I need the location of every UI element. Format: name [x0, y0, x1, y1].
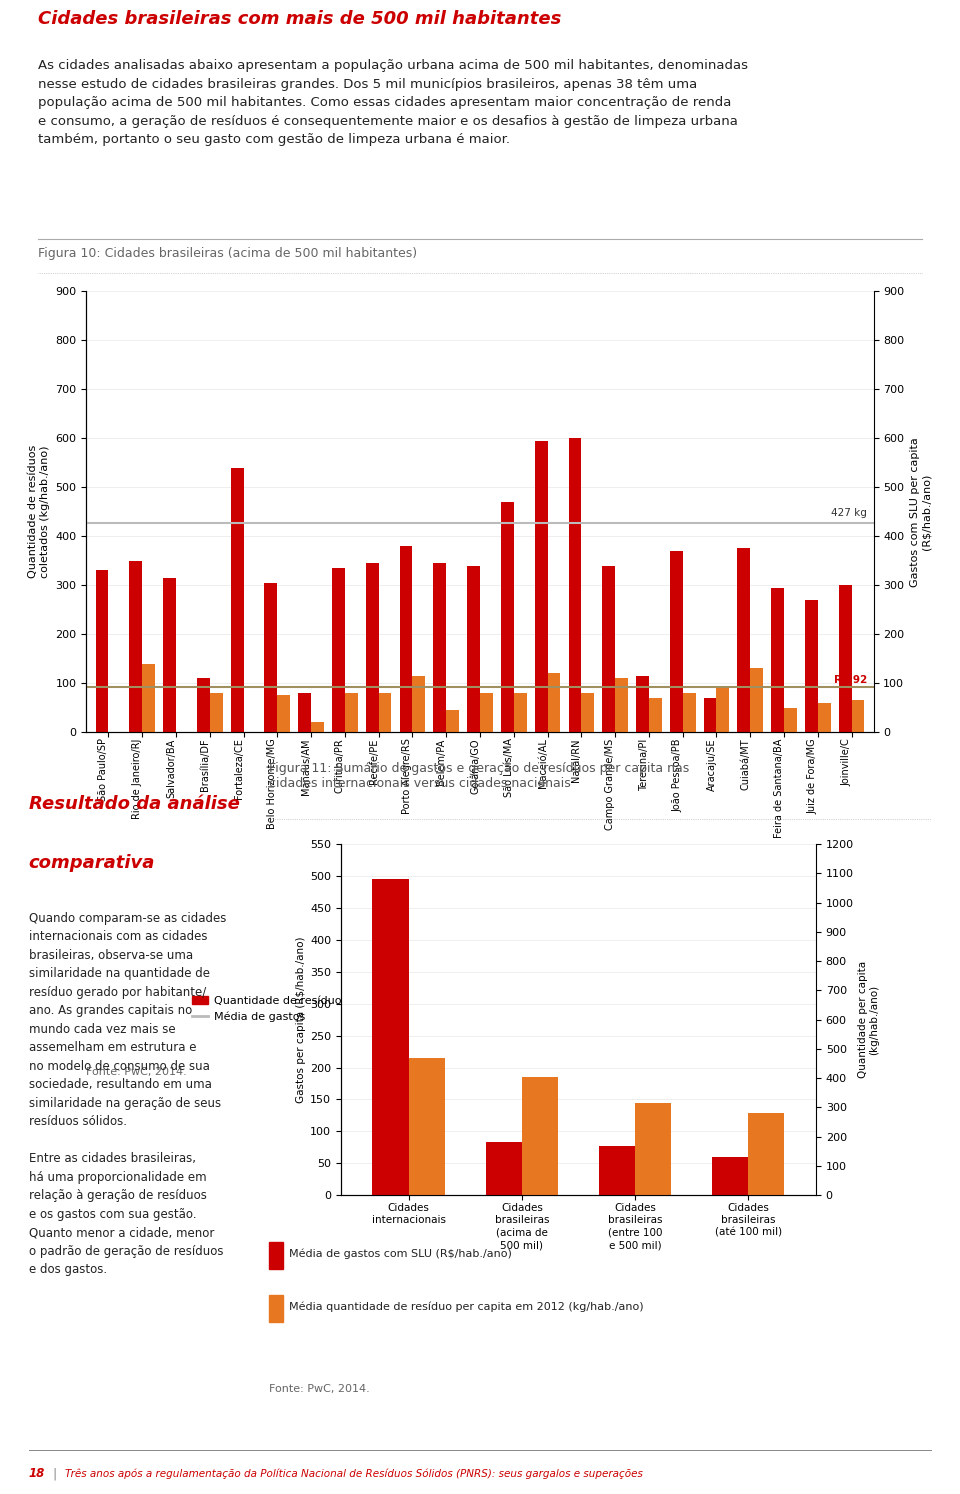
- Bar: [683, 693, 696, 732]
- Bar: [771, 587, 784, 732]
- Bar: [163, 578, 176, 732]
- Bar: [269, 1243, 283, 1270]
- Bar: [142, 663, 155, 732]
- Bar: [712, 1156, 748, 1195]
- Text: Cidades brasileiras com mais de 500 mil habitantes: Cidades brasileiras com mais de 500 mil …: [38, 10, 562, 28]
- Bar: [209, 693, 223, 732]
- Legend: Quantidade de resíduos coletados (kg/hab./ano), Média de gastos, Gastos com SLU : Quantidade de resíduos coletados (kg/hab…: [187, 991, 773, 1026]
- Text: R$ 92: R$ 92: [833, 675, 867, 684]
- Text: Quando comparam-se as cidades
internacionais com as cidades
brasileiras, observa: Quando comparam-se as cidades internacio…: [29, 911, 227, 1276]
- Bar: [366, 563, 378, 732]
- Y-axis label: Quantidade de resíduos
coletados (kg/hab./ano): Quantidade de resíduos coletados (kg/hab…: [29, 445, 50, 578]
- Text: Resultado da análise: Resultado da análise: [29, 795, 240, 813]
- Bar: [409, 1058, 444, 1195]
- Bar: [514, 693, 527, 732]
- Bar: [413, 675, 425, 732]
- Text: As cidades analisadas abaixo apresentam a população urbana acima de 500 mil habi: As cidades analisadas abaixo apresentam …: [38, 60, 749, 146]
- Bar: [522, 1077, 558, 1195]
- Text: Fonte: PwC, 2014.: Fonte: PwC, 2014.: [269, 1383, 370, 1394]
- Bar: [839, 586, 852, 732]
- Bar: [480, 693, 492, 732]
- Text: Três anos após a regulamentação da Política Nacional de Resíduos Sólidos (PNRS):: Três anos após a regulamentação da Polít…: [65, 1469, 643, 1479]
- Text: 427 kg: 427 kg: [831, 508, 867, 518]
- Bar: [197, 678, 209, 732]
- Bar: [635, 1103, 671, 1195]
- Text: 18: 18: [29, 1467, 45, 1481]
- Bar: [446, 710, 459, 732]
- Bar: [535, 441, 547, 732]
- Bar: [332, 568, 345, 732]
- Bar: [468, 566, 480, 732]
- Text: Média quantidade de resíduo per capita em 2012 (kg/hab./ano): Média quantidade de resíduo per capita e…: [289, 1301, 643, 1312]
- Text: Figura 11: Sumário de gastos e geração de resíduos per capita nas
cidades intern: Figura 11: Sumário de gastos e geração d…: [269, 762, 689, 790]
- Bar: [636, 675, 649, 732]
- Bar: [748, 1113, 784, 1195]
- Bar: [649, 698, 661, 732]
- Bar: [299, 693, 311, 732]
- Bar: [378, 693, 392, 732]
- Bar: [372, 878, 409, 1195]
- Text: Média de gastos com SLU (R$/hab./ano): Média de gastos com SLU (R$/hab./ano): [289, 1249, 512, 1259]
- Bar: [805, 601, 818, 732]
- Bar: [311, 722, 324, 732]
- Bar: [130, 560, 142, 732]
- Bar: [486, 1143, 522, 1195]
- Bar: [704, 698, 716, 732]
- Bar: [269, 1295, 283, 1322]
- Bar: [599, 1146, 635, 1195]
- Bar: [501, 502, 514, 732]
- Bar: [547, 674, 561, 732]
- Bar: [818, 702, 830, 732]
- Text: comparativa: comparativa: [29, 855, 156, 872]
- Y-axis label: Gastos per capita (R$/hab./ano): Gastos per capita (R$/hab./ano): [296, 937, 306, 1103]
- Bar: [433, 563, 446, 732]
- Text: Fonte: PwC, 2014.: Fonte: PwC, 2014.: [86, 1067, 187, 1077]
- Bar: [399, 545, 413, 732]
- Bar: [345, 693, 358, 732]
- Bar: [670, 551, 683, 732]
- Bar: [264, 583, 277, 732]
- Text: Figura 10: Cidades brasileiras (acima de 500 mil habitantes): Figura 10: Cidades brasileiras (acima de…: [38, 248, 418, 260]
- Bar: [852, 701, 864, 732]
- Bar: [230, 468, 244, 732]
- Y-axis label: Quantidade per capita
(kg/hab./ano): Quantidade per capita (kg/hab./ano): [858, 961, 879, 1079]
- Bar: [751, 668, 763, 732]
- Text: |: |: [53, 1467, 57, 1481]
- Bar: [277, 695, 290, 732]
- Bar: [784, 708, 797, 732]
- Bar: [568, 438, 582, 732]
- Y-axis label: Gastos com SLU per capita
(R$/hab./ano): Gastos com SLU per capita (R$/hab./ano): [910, 436, 931, 587]
- Bar: [716, 687, 730, 732]
- Bar: [737, 548, 751, 732]
- Bar: [582, 693, 594, 732]
- Bar: [602, 566, 615, 732]
- Bar: [615, 678, 628, 732]
- Bar: [96, 571, 108, 732]
